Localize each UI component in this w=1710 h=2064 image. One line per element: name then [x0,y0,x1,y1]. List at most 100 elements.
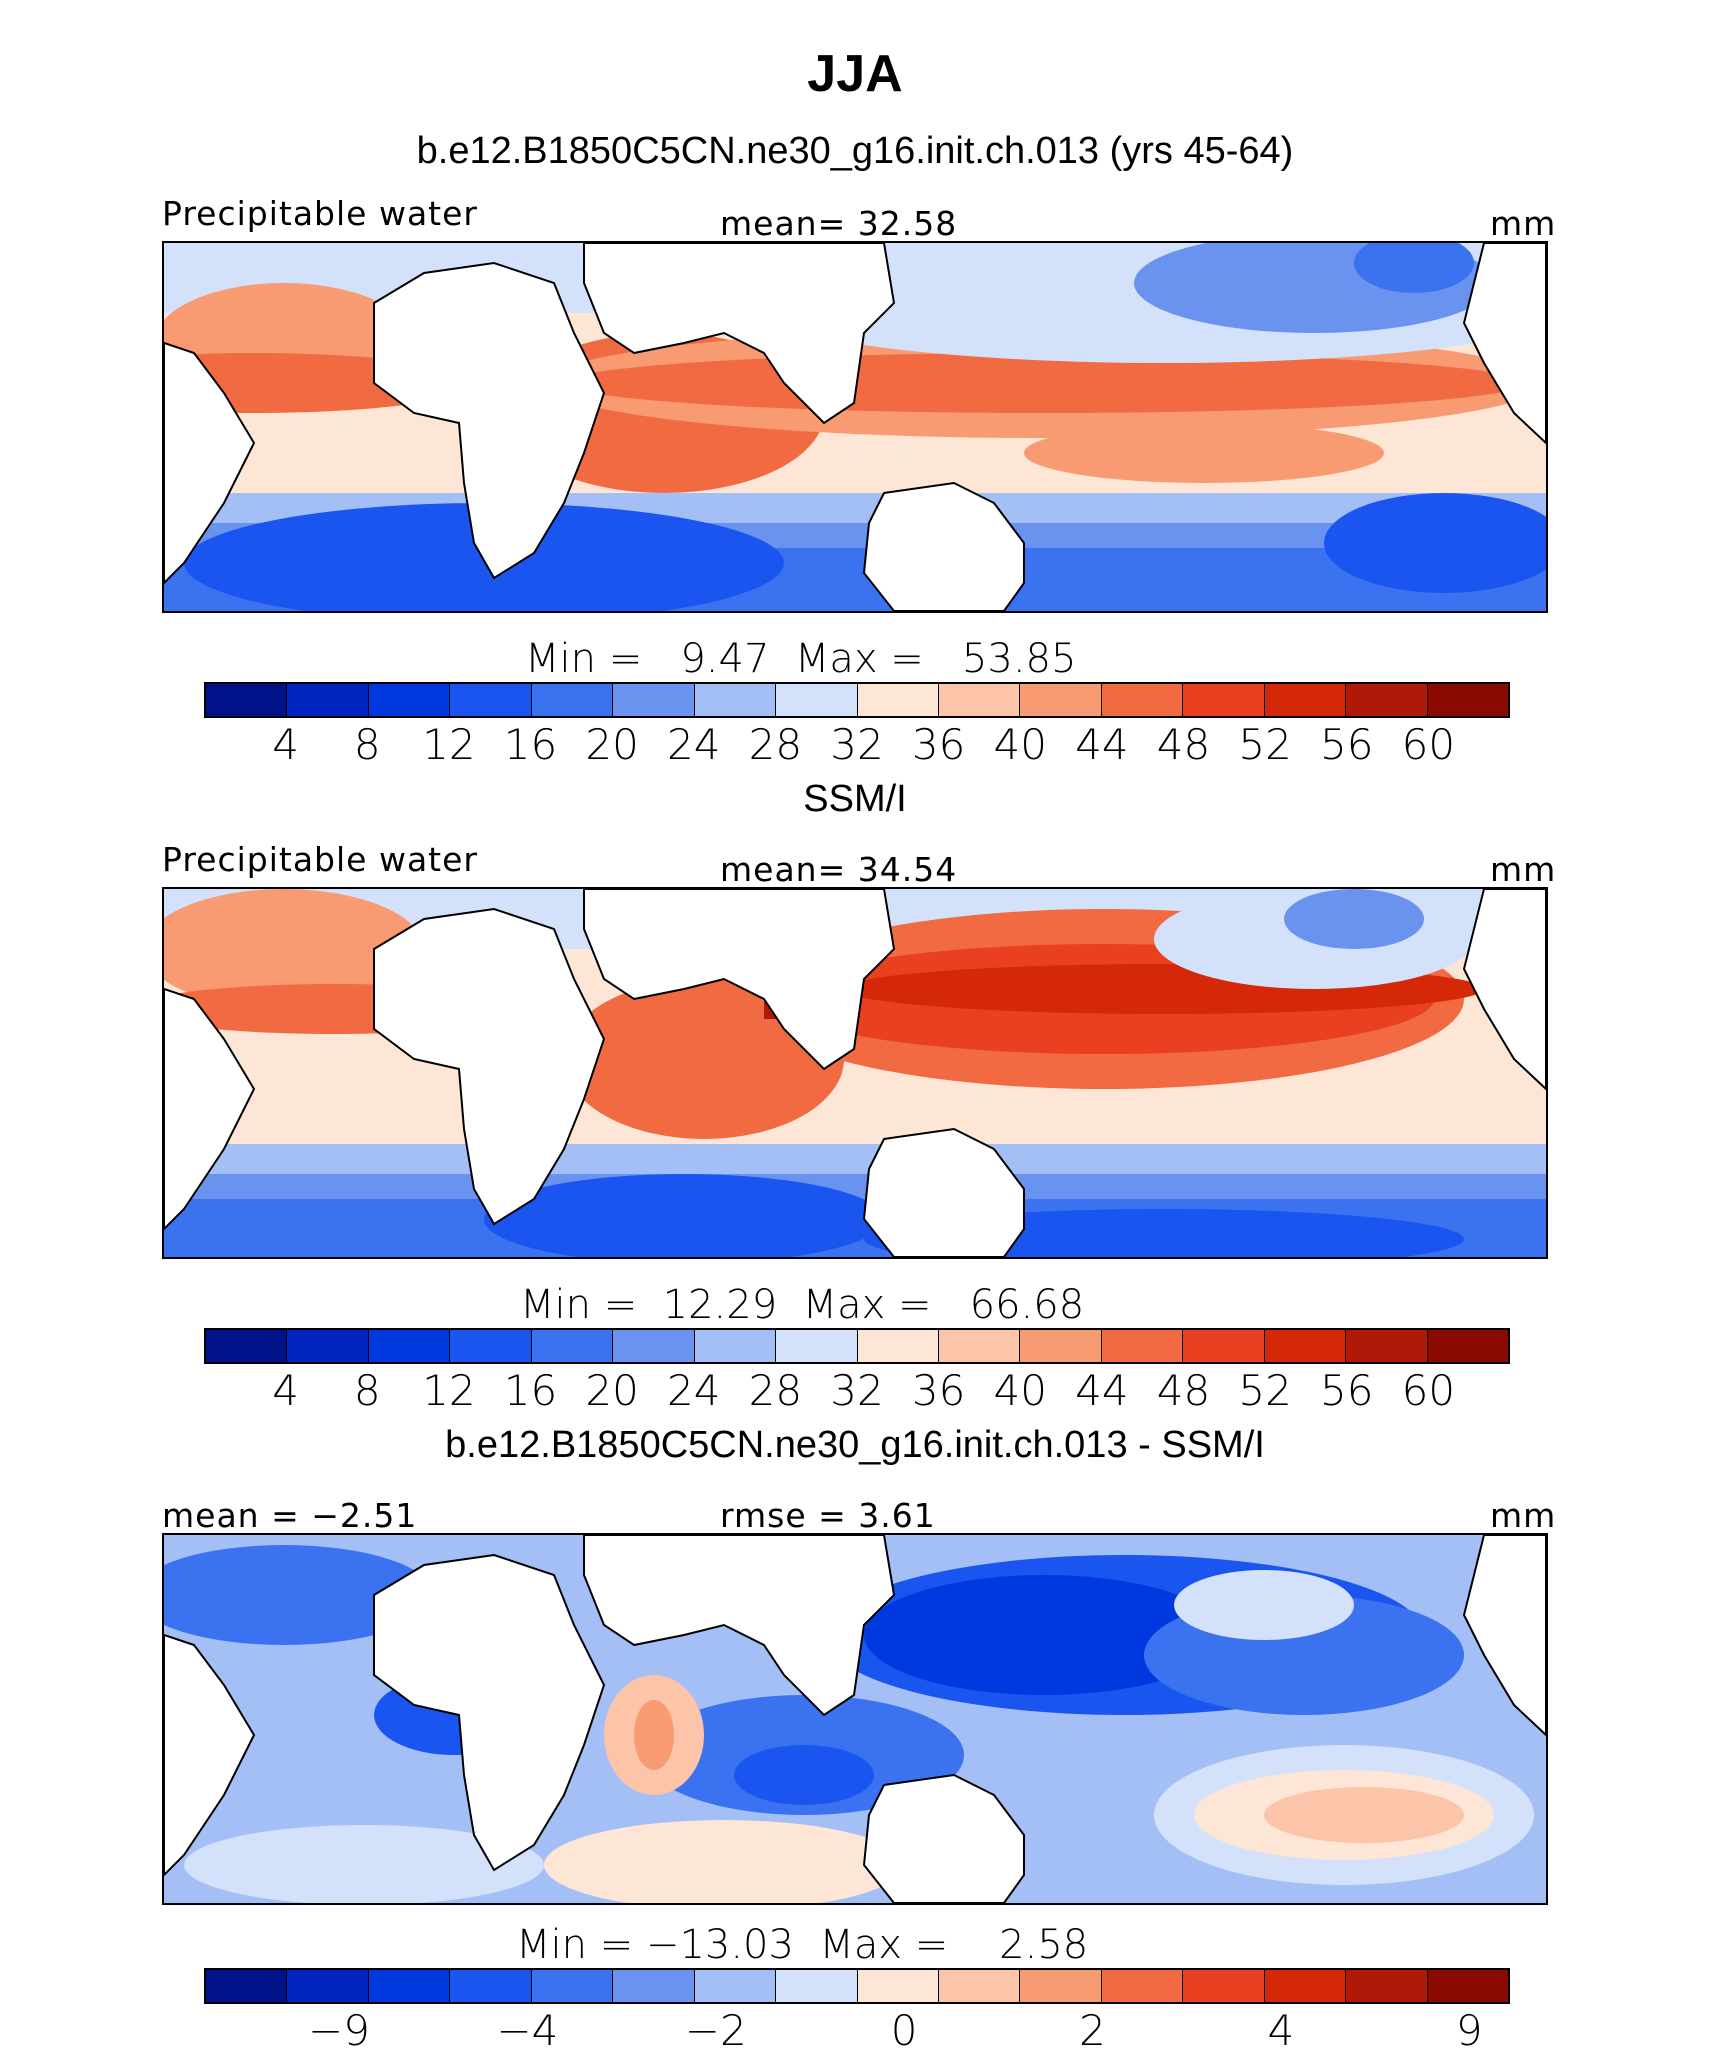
colorbar-swatch [1020,684,1102,716]
colorbar-swatch [206,684,288,716]
colorbar-tick-label: 4 [272,720,299,769]
colorbar-tick-label: 4 [1267,2006,1295,2055]
colorbar-swatch [1020,1330,1102,1362]
colorbar-swatch [776,684,858,716]
colorbar-tick-label: 56 [1320,720,1374,769]
panel-1-minmax: Min = 9.47 Max = 53.85 [525,636,1077,682]
colorbar-tick-label: 24 [667,720,721,769]
panel-2-subtitle: SSM/I [803,778,907,820]
colorbar-tick-label: 52 [1238,720,1292,769]
colorbar-swatch [613,684,695,716]
colorbar-tick-label: 44 [1075,720,1129,769]
colorbar-swatch [938,1330,1021,1362]
colorbar-swatch [857,684,939,716]
central-america-landmass [1462,1535,1546,1737]
colorbar-swatch [450,1330,532,1362]
colorbar-swatch [1427,1330,1508,1362]
colorbar-tick-label: 16 [503,720,558,769]
colorbar-tick-label: 28 [748,1366,803,1415]
figure-title: JJA [807,45,903,103]
asia-landmass [583,243,896,425]
australia-landmass [862,1127,1025,1257]
continents [164,889,1546,1257]
asia-landmass [583,889,896,1071]
map-panel-model [162,241,1548,613]
colorbar-model [204,682,1510,718]
colorbar-swatch [1101,1970,1184,2002]
colorbar-tick-label: 36 [911,1366,966,1415]
colorbar-tick-label: 20 [585,1366,639,1415]
continents [164,1535,1546,1903]
colorbar-tick-label: 60 [1401,720,1456,769]
colorbar-tick-label: 12 [422,1366,476,1415]
colorbar-swatch [1183,1970,1265,2002]
colorbar-tick-label: 16 [503,1366,558,1415]
panel-1-subtitle: b.e12.B1850C5CN.ne30_g16.init.ch.013 (yr… [416,130,1294,172]
colorbar-tick-label: 40 [993,720,1047,769]
colorbar-swatch [1264,1970,1347,2002]
colorbar-swatch [776,1970,858,2002]
colorbar-swatch [287,1970,369,2002]
colorbar-tick-label: 40 [993,1366,1047,1415]
colorbar-swatch [287,684,369,716]
colorbar-tick-label: 4 [272,1366,299,1415]
south-america-landmass [164,987,256,1231]
colorbar-swatch [1346,1330,1428,1362]
map-panel-difference [162,1533,1548,1905]
panel-2-mean-label: mean= 34.54 [720,850,958,889]
colorbar-tick-label: 8 [353,720,381,769]
panel-2-variable-label: Precipitable water [162,840,478,879]
colorbar-tick-label: 28 [748,720,803,769]
colorbar-swatch [613,1330,695,1362]
colorbar-swatch [1101,684,1184,716]
precipitable-water-map-model [164,243,1546,611]
south-america-landmass [164,1633,256,1877]
colorbar-swatch [368,1970,451,2002]
colorbar-tick-label: 24 [667,1366,721,1415]
colorbar-swatch [1427,1970,1508,2002]
asia-landmass [583,1535,896,1717]
colorbar-swatch [1020,1970,1102,2002]
panel-3-rmse-label: rmse = 3.61 [720,1496,936,1535]
africa-landmass [373,261,606,580]
colorbar-tick-label: 52 [1238,1366,1292,1415]
panel-3-mean-label: mean = −2.51 [162,1496,418,1535]
colorbar-swatch [531,1330,614,1362]
precipitable-water-map-observations [164,889,1546,1257]
colorbar-swatch [1264,1330,1347,1362]
africa-landmass [373,907,606,1226]
panel-3-subtitle: b.e12.B1850C5CN.ne30_g16.init.ch.013 - S… [445,1424,1265,1466]
colorbar-swatch [1101,1330,1184,1362]
colorbar-tick-label: 56 [1320,1366,1374,1415]
colorbar-tick-label: 8 [353,1366,381,1415]
colorbar-swatch [938,1970,1021,2002]
panel-2-minmax: Min = 12.29 Max = 66.68 [520,1282,1085,1328]
panel-3-minmax: Min = −13.03 Max = 2.58 [516,1922,1089,1968]
precipitable-water-map-difference [164,1535,1546,1903]
colorbar-swatch [1346,1970,1428,2002]
colorbar-swatch [938,684,1021,716]
colorbar-tick-label: −9 [308,2006,370,2055]
colorbar-tick-label: −4 [496,2006,559,2055]
australia-landmass [862,481,1025,611]
colorbar-swatch [206,1970,288,2002]
colorbar-swatch [1427,684,1508,716]
map-panel-observations [162,887,1548,1259]
central-america-landmass [1462,243,1546,445]
colorbar-swatch [368,1330,451,1362]
colorbar-swatch [1183,1330,1265,1362]
colorbar-tick-label: 60 [1401,1366,1456,1415]
colorbar-tick-label: 20 [585,720,639,769]
colorbar-tick-label: 44 [1075,1366,1129,1415]
colorbar-swatch [206,1330,288,1362]
colorbar-difference [204,1968,1510,2004]
colorbar-ticks-observations: 4 8 12 16 20 24 28 32 36 40 44 48 52 56 60 [204,1366,1510,1416]
africa-landmass [373,1553,606,1872]
colorbar-tick-label: −2 [684,2006,747,2055]
colorbar-observations [204,1328,1510,1364]
colorbar-ticks-model: 4 8 12 16 20 24 28 32 36 40 44 48 52 56 60 [204,720,1510,770]
colorbar-tick-label: 48 [1156,1366,1211,1415]
colorbar-ticks-difference: −9 −4 −2 0 2 4 9 [204,2006,1510,2056]
central-america-landmass [1462,889,1546,1091]
continents [164,243,1546,611]
